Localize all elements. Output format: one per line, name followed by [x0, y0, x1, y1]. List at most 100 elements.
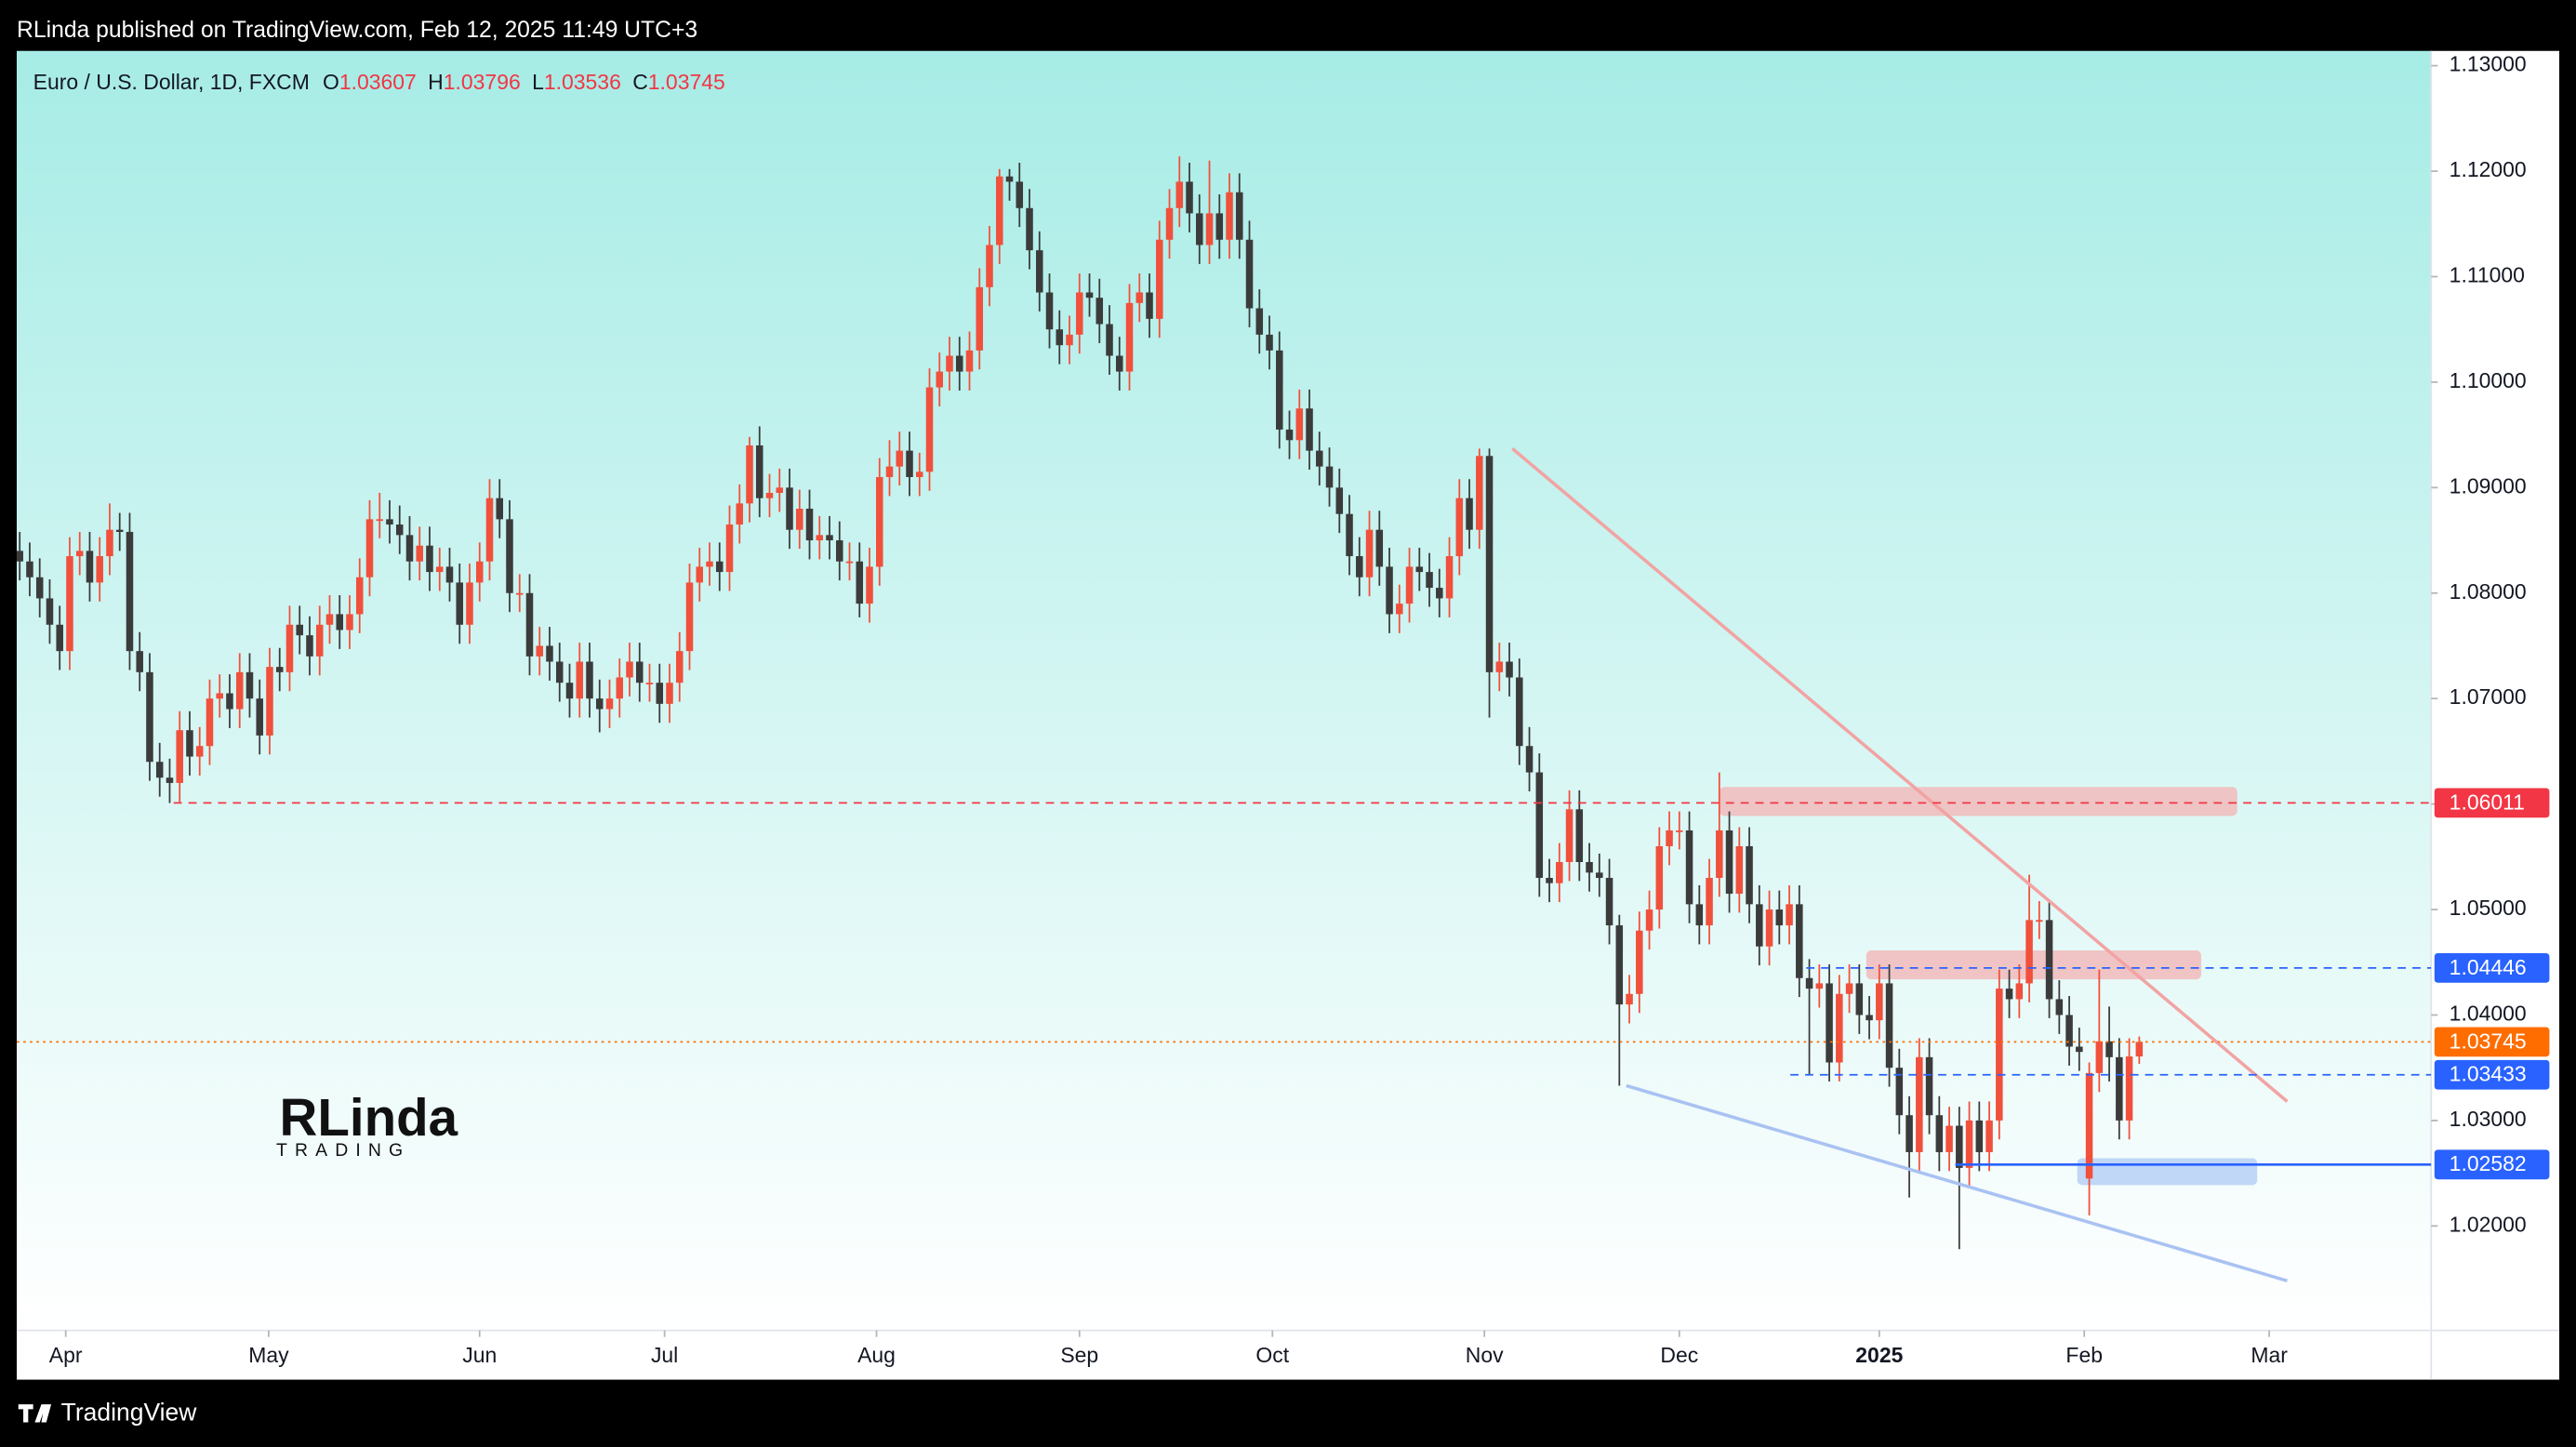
- symbol: Euro / U.S. Dollar, 1D, FXCM: [33, 70, 310, 94]
- candle-body: [515, 592, 524, 595]
- tradingview-logo: TradingView: [18, 1399, 197, 1427]
- x-tick-label: Feb: [2065, 1343, 2103, 1367]
- watermark-title: RLinda: [280, 1088, 458, 1147]
- candle-body: [1175, 181, 1184, 208]
- candle-body: [965, 350, 974, 372]
- candle-body: [146, 671, 153, 763]
- candle-body: [1676, 830, 1683, 832]
- overlay: 1.020001.030001.040001.050001.060001.070…: [49, 52, 2550, 1367]
- candle-body: [1455, 498, 1464, 557]
- candle-body: [226, 693, 233, 710]
- candle-body: [1725, 830, 1733, 895]
- candle-body: [595, 698, 604, 710]
- candle-body: [626, 661, 633, 678]
- candle-body: [645, 683, 654, 684]
- trendline: [1626, 1083, 2288, 1282]
- candle-body: [1685, 830, 1693, 905]
- symbol-legend: Euro / U.S. Dollar, 1D, FXCM O1.03607 H1.0…: [33, 70, 725, 94]
- candle-body: [355, 577, 364, 615]
- candle-body: [376, 519, 383, 522]
- candle-body: [2055, 999, 2064, 1016]
- candle-body: [1925, 1056, 1933, 1116]
- candle-body: [2036, 920, 2043, 923]
- candle-body: [776, 487, 784, 494]
- ohlc-value: 1.03796: [444, 70, 521, 94]
- candle-body: [725, 524, 734, 573]
- candle-body: [675, 651, 684, 684]
- price-label-box: [2434, 1149, 2550, 1180]
- candle-body: [485, 498, 494, 562]
- candle-body: [666, 683, 673, 704]
- price-label: 1.06011: [2450, 790, 2525, 814]
- candle-body: [1765, 909, 1773, 947]
- candle-body: [1076, 292, 1083, 335]
- candle-body: [616, 677, 624, 699]
- y-tick-label: 1.13000: [2450, 52, 2527, 76]
- candle-body: [976, 286, 984, 351]
- candle-body: [435, 566, 444, 573]
- candle-body: [346, 614, 353, 631]
- y-tick-label: 1.10000: [2450, 368, 2527, 392]
- logo-icon: [18, 1404, 52, 1423]
- candle-body: [1016, 181, 1024, 208]
- candle-body: [176, 730, 183, 783]
- candle-body: [1386, 566, 1393, 615]
- candle-body: [246, 671, 254, 699]
- candle-body: [445, 566, 454, 583]
- candle-body: [1506, 661, 1513, 678]
- candle-body: [26, 561, 33, 577]
- candle-body: [715, 561, 724, 573]
- candle-body: [1775, 909, 1784, 926]
- candle-body: [296, 624, 303, 636]
- candle-body: [1796, 904, 1803, 978]
- y-tick-label: 1.02000: [2450, 1212, 2527, 1236]
- candle-body: [1756, 904, 1763, 947]
- candle-body: [1485, 456, 1494, 672]
- candle-body: [1005, 176, 1014, 182]
- candle-body: [1895, 1068, 1904, 1116]
- candle-body: [795, 509, 803, 530]
- candle-body: [765, 493, 774, 498]
- candle-body: [576, 661, 584, 699]
- candle-body: [896, 450, 904, 467]
- candle-body: [16, 551, 23, 562]
- price-axis: [2431, 50, 2560, 1380]
- candle-body: [1746, 845, 1753, 905]
- candle-body: [1165, 207, 1174, 240]
- candle-body: [536, 645, 544, 657]
- candle-body: [565, 683, 574, 699]
- candle-body: [285, 624, 294, 672]
- candle-body: [845, 561, 854, 564]
- x-tick-label: Nov: [1466, 1343, 1504, 1367]
- candle-body: [1426, 572, 1433, 589]
- candle-body: [1245, 239, 1254, 309]
- candle-body: [1556, 861, 1563, 883]
- price-label: 1.04446: [2450, 955, 2527, 979]
- candle-body: [456, 582, 463, 625]
- candle-body: [1845, 983, 1853, 994]
- ohlc-label: L: [532, 70, 544, 94]
- candle-body: [1276, 350, 1283, 430]
- candle-body: [1045, 292, 1054, 330]
- candle-body: [86, 551, 94, 583]
- candle-body: [186, 730, 193, 757]
- candle-body: [1975, 1120, 1984, 1152]
- ohlc-label: C: [632, 70, 648, 94]
- candle-body: [1356, 556, 1363, 577]
- candle-body: [1546, 878, 1553, 883]
- candle-body: [75, 551, 84, 557]
- zone: [1866, 950, 2201, 980]
- candle-body: [35, 577, 44, 599]
- candle-body: [2005, 989, 2013, 1000]
- candle-body: [496, 498, 503, 520]
- candle-body: [856, 561, 864, 604]
- candle-body: [395, 524, 404, 536]
- candle-body: [266, 667, 273, 736]
- candle-body: [1916, 1056, 1923, 1152]
- candle-body: [256, 698, 263, 736]
- candle-body: [746, 445, 753, 504]
- zone: [1719, 787, 2237, 816]
- candle-body: [805, 509, 814, 541]
